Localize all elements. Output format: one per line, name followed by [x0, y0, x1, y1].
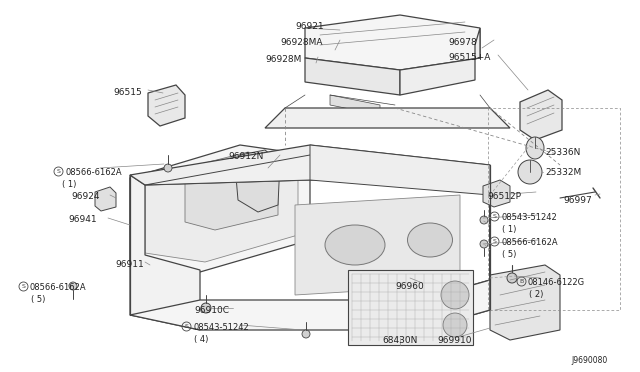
Polygon shape [130, 145, 490, 195]
Text: 25336N: 25336N [545, 148, 580, 157]
Text: 08543-51242: 08543-51242 [193, 323, 249, 332]
Text: 96515: 96515 [113, 88, 141, 97]
Polygon shape [130, 145, 310, 272]
Circle shape [443, 313, 467, 337]
Text: 68430N: 68430N [382, 336, 417, 345]
Circle shape [518, 160, 542, 184]
Polygon shape [420, 165, 490, 330]
Text: 96941: 96941 [68, 215, 97, 224]
Text: 08146-6122G: 08146-6122G [528, 278, 585, 287]
Text: 08543-51242: 08543-51242 [501, 213, 557, 222]
Text: 96928M: 96928M [265, 55, 301, 64]
Polygon shape [235, 150, 280, 212]
Ellipse shape [526, 137, 544, 159]
Polygon shape [330, 95, 380, 115]
Polygon shape [305, 58, 400, 95]
Text: J9690080: J9690080 [572, 356, 608, 365]
Text: 96912N: 96912N [228, 152, 264, 161]
Polygon shape [130, 280, 490, 330]
Text: S: S [493, 239, 497, 244]
Text: S: S [22, 284, 26, 289]
Text: 969910: 969910 [437, 336, 472, 345]
Polygon shape [95, 187, 116, 211]
Polygon shape [295, 195, 460, 295]
Polygon shape [265, 108, 510, 128]
Text: S: S [184, 324, 188, 329]
Polygon shape [400, 28, 480, 95]
Text: 08566-6162A: 08566-6162A [501, 238, 557, 247]
Circle shape [480, 216, 488, 224]
Text: ( 1): ( 1) [502, 225, 516, 234]
Text: 96512P: 96512P [487, 192, 521, 201]
Text: 96997: 96997 [563, 196, 592, 205]
Ellipse shape [325, 225, 385, 265]
Polygon shape [348, 270, 473, 345]
Circle shape [69, 282, 77, 290]
Text: S: S [493, 214, 497, 219]
Polygon shape [148, 85, 185, 126]
Text: ( 2): ( 2) [529, 290, 543, 299]
Text: 96515+A: 96515+A [448, 53, 490, 62]
Text: 96960: 96960 [395, 282, 424, 291]
Circle shape [480, 240, 488, 248]
Text: S: S [56, 169, 60, 174]
Circle shape [302, 330, 310, 338]
Circle shape [164, 164, 172, 172]
Text: ( 5): ( 5) [31, 295, 45, 304]
Text: 96928MA: 96928MA [280, 38, 323, 47]
Text: 96910C: 96910C [194, 306, 229, 315]
Text: 08566-6162A: 08566-6162A [65, 168, 122, 177]
Text: 96911: 96911 [115, 260, 144, 269]
Text: 96924: 96924 [71, 192, 99, 201]
Text: 25332M: 25332M [545, 168, 581, 177]
Polygon shape [185, 152, 278, 230]
Polygon shape [490, 265, 560, 340]
Text: 08566-6162A: 08566-6162A [30, 283, 86, 292]
Text: ( 5): ( 5) [502, 250, 516, 259]
Polygon shape [520, 90, 562, 140]
Polygon shape [145, 155, 490, 195]
Circle shape [201, 303, 211, 313]
Polygon shape [305, 15, 480, 70]
Polygon shape [483, 180, 510, 207]
Text: 96978: 96978 [448, 38, 477, 47]
Text: ( 1): ( 1) [62, 180, 76, 189]
Ellipse shape [408, 223, 452, 257]
Text: 96921: 96921 [295, 22, 324, 31]
Text: ( 4): ( 4) [194, 335, 209, 344]
Text: B: B [520, 279, 524, 284]
Circle shape [441, 281, 469, 309]
Polygon shape [130, 175, 200, 330]
Polygon shape [145, 156, 298, 262]
Polygon shape [310, 145, 490, 195]
Circle shape [507, 273, 517, 283]
